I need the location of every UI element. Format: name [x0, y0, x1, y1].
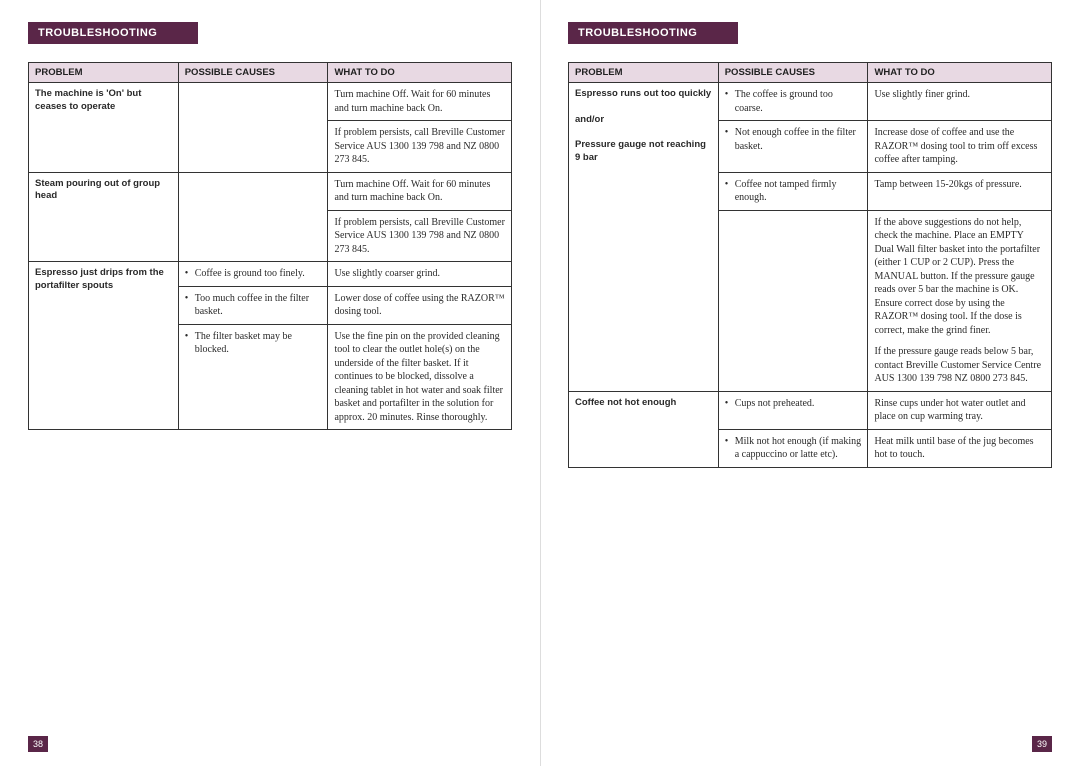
todo-cell: Rinse cups under hot water outlet and pl… — [868, 391, 1052, 429]
col-header-problem: PROBLEM — [569, 63, 719, 83]
troubleshooting-table-left: PROBLEM POSSIBLE CAUSES WHAT TO DO The m… — [28, 62, 512, 430]
page-spread: TROUBLESHOOTING PROBLEM POSSIBLE CAUSES … — [0, 0, 1080, 766]
todo-cell: Use the fine pin on the provided cleanin… — [328, 324, 512, 430]
problem-cell: The machine is 'On' but ceases to operat… — [29, 83, 179, 173]
page-number: 38 — [28, 736, 48, 752]
troubleshooting-table-right: PROBLEM POSSIBLE CAUSES WHAT TO DO Espre… — [568, 62, 1052, 468]
section-banner: TROUBLESHOOTING — [28, 22, 198, 44]
problem-cell: Coffee not hot enough — [569, 391, 719, 467]
col-header-causes: POSSIBLE CAUSES — [718, 63, 868, 83]
col-header-causes: POSSIBLE CAUSES — [178, 63, 328, 83]
cause-cell — [178, 172, 328, 262]
todo-cell: If problem persists, call Breville Custo… — [328, 210, 512, 262]
page-number: 39 — [1032, 736, 1052, 752]
cause-cell: •Coffee is ground too finely. — [178, 262, 328, 287]
cause-cell: •The coffee is ground too coarse. — [718, 83, 868, 121]
bullet-icon: • — [185, 330, 195, 357]
cause-cell: •The filter basket may be blocked. — [178, 324, 328, 430]
cause-cell: •Coffee not tamped firmly enough. — [718, 172, 868, 210]
bullet-icon: • — [725, 88, 735, 115]
cause-cell: •Milk not hot enough (if making a cappuc… — [718, 429, 868, 467]
cause-cell — [178, 83, 328, 173]
cause-cell: •Cups not preheated. — [718, 391, 868, 429]
todo-cell: Use slightly finer grind. — [868, 83, 1052, 121]
bullet-icon: • — [185, 292, 195, 319]
problem-cell: Steam pouring out of group head — [29, 172, 179, 262]
right-page: TROUBLESHOOTING PROBLEM POSSIBLE CAUSES … — [540, 0, 1080, 766]
problem-cell: Espresso just drips from the portafilter… — [29, 262, 179, 430]
cause-cell: •Not enough coffee in the filter basket. — [718, 121, 868, 173]
bullet-icon: • — [725, 435, 735, 462]
cause-cell — [718, 210, 868, 391]
col-header-todo: WHAT TO DO — [868, 63, 1052, 83]
col-header-problem: PROBLEM — [29, 63, 179, 83]
section-banner: TROUBLESHOOTING — [568, 22, 738, 44]
left-page: TROUBLESHOOTING PROBLEM POSSIBLE CAUSES … — [0, 0, 540, 766]
cause-cell: •Too much coffee in the filter basket. — [178, 286, 328, 324]
todo-cell: Use slightly coarser grind. — [328, 262, 512, 287]
todo-cell: If the above suggestions do not help, ch… — [868, 210, 1052, 391]
todo-cell: Tamp between 15-20kgs of pressure. — [868, 172, 1052, 210]
col-header-todo: WHAT TO DO — [328, 63, 512, 83]
bullet-icon: • — [185, 267, 195, 281]
todo-cell: Increase dose of coffee and use the RAZO… — [868, 121, 1052, 173]
bullet-icon: • — [725, 178, 735, 205]
todo-cell: Heat milk until base of the jug becomes … — [868, 429, 1052, 467]
bullet-icon: • — [725, 397, 735, 411]
todo-cell: Turn machine Off. Wait for 60 minutes an… — [328, 172, 512, 210]
problem-cell: Espresso runs out too quickly and/or Pre… — [569, 83, 719, 392]
todo-cell: If problem persists, call Breville Custo… — [328, 121, 512, 173]
bullet-icon: • — [725, 126, 735, 153]
todo-cell: Turn machine Off. Wait for 60 minutes an… — [328, 83, 512, 121]
todo-cell: Lower dose of coffee using the RAZOR™ do… — [328, 286, 512, 324]
